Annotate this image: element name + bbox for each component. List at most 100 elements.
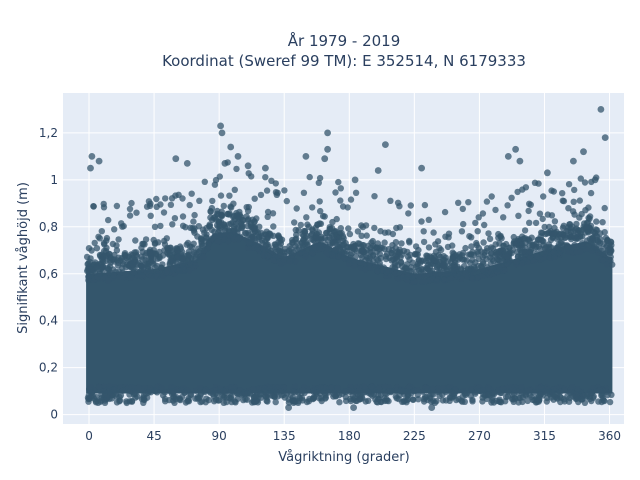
scatter-point — [593, 218, 600, 225]
scatter-point — [242, 236, 250, 243]
scatter-point — [98, 228, 106, 235]
scatter-point — [217, 122, 225, 130]
scatter-point — [516, 157, 524, 165]
scatter-point — [479, 259, 487, 266]
scatter-point — [366, 259, 374, 267]
scatter-point — [248, 173, 255, 180]
scatter-point — [425, 258, 432, 265]
scatter-point — [511, 395, 518, 402]
scatter-point — [484, 391, 492, 399]
y-tick-label: 0,8 — [39, 220, 58, 234]
scatter-point — [254, 385, 262, 392]
scatter-point — [433, 398, 440, 405]
scatter-point — [229, 383, 236, 391]
scatter-point — [405, 210, 412, 217]
scatter-point — [373, 244, 381, 251]
scatter-point — [238, 391, 245, 399]
scatter-point — [257, 191, 265, 199]
scatter-point — [359, 223, 367, 231]
scatter-point — [504, 202, 511, 209]
scatter-point — [234, 153, 242, 160]
scatter-point — [604, 391, 611, 399]
scatter-point — [462, 391, 469, 399]
scatter-point — [261, 385, 268, 392]
scatter-point — [459, 205, 466, 213]
scatter-point — [421, 201, 429, 209]
scatter-point — [90, 203, 97, 210]
scatter-point — [469, 398, 476, 405]
scatter-point — [243, 213, 250, 220]
scatter-point — [298, 394, 306, 402]
scatter-point — [599, 219, 606, 226]
scatter-point — [262, 174, 269, 181]
scatter-point — [255, 233, 263, 241]
scatter-point — [419, 278, 426, 286]
scatter-point — [551, 224, 558, 232]
scatter-point — [348, 250, 355, 257]
scatter-point — [313, 234, 320, 241]
scatter-point — [469, 275, 476, 282]
scatter-point — [264, 391, 271, 399]
scatter-point — [300, 189, 308, 196]
scatter-point — [202, 386, 210, 393]
scatter-point — [234, 395, 241, 402]
scatter-point — [450, 390, 457, 397]
scatter-point — [596, 387, 603, 394]
scatter-point — [409, 396, 417, 403]
scatter-point — [533, 253, 540, 260]
scatter-point — [332, 245, 340, 253]
scatter-point — [85, 274, 92, 281]
scatter-point — [525, 207, 532, 215]
scatter-point — [85, 260, 92, 267]
scatter-point — [551, 254, 558, 261]
scatter-point — [455, 395, 462, 403]
scatter-point — [339, 203, 347, 210]
scatter-point — [203, 234, 210, 241]
scatter-point — [191, 225, 198, 232]
scatter-point — [177, 243, 184, 250]
scatter-point — [601, 229, 608, 236]
scatter-point — [426, 393, 433, 400]
scatter-point — [551, 218, 559, 225]
scatter-point — [168, 390, 176, 398]
scatter-point — [167, 257, 174, 264]
scatter-point — [338, 230, 345, 237]
scatter-point — [318, 395, 325, 402]
scatter-point — [283, 197, 290, 205]
scatter-point — [337, 185, 344, 192]
scatter-point — [442, 233, 449, 240]
scatter-point — [309, 204, 316, 211]
scatter-point — [145, 263, 152, 270]
y-tick-label: 0 — [50, 408, 58, 422]
scatter-point — [481, 268, 489, 275]
scatter-point — [537, 384, 545, 391]
scatter-point — [105, 216, 112, 224]
scatter-point — [111, 226, 118, 233]
scatter-point — [233, 165, 240, 173]
scatter-point — [535, 395, 542, 402]
scatter-point — [324, 129, 331, 137]
scatter-point — [514, 248, 521, 256]
scatter-point — [341, 388, 348, 395]
scatter-point — [393, 224, 400, 232]
y-tick-labels: 0 0,2 0,4 0,6 0,8 1 1,2 — [39, 126, 58, 422]
scatter-point — [560, 222, 567, 229]
scatter-point — [281, 187, 288, 194]
scatter-point — [86, 386, 93, 393]
scatter-point — [361, 385, 369, 392]
scatter-point — [214, 207, 221, 215]
scatter-point — [412, 243, 420, 250]
scatter-point — [274, 189, 281, 196]
scatter-point — [163, 235, 170, 242]
scatter-point — [199, 226, 207, 233]
scatter-point — [591, 176, 599, 184]
scatter-point — [156, 248, 163, 256]
scatter-point — [524, 397, 531, 405]
scatter-point — [541, 245, 549, 252]
scatter-point — [580, 148, 587, 156]
scatter-point — [387, 197, 394, 204]
scatter-point — [201, 178, 208, 185]
scatter-point — [606, 240, 613, 247]
scatter-point — [168, 195, 176, 202]
scatter-point — [486, 235, 494, 243]
